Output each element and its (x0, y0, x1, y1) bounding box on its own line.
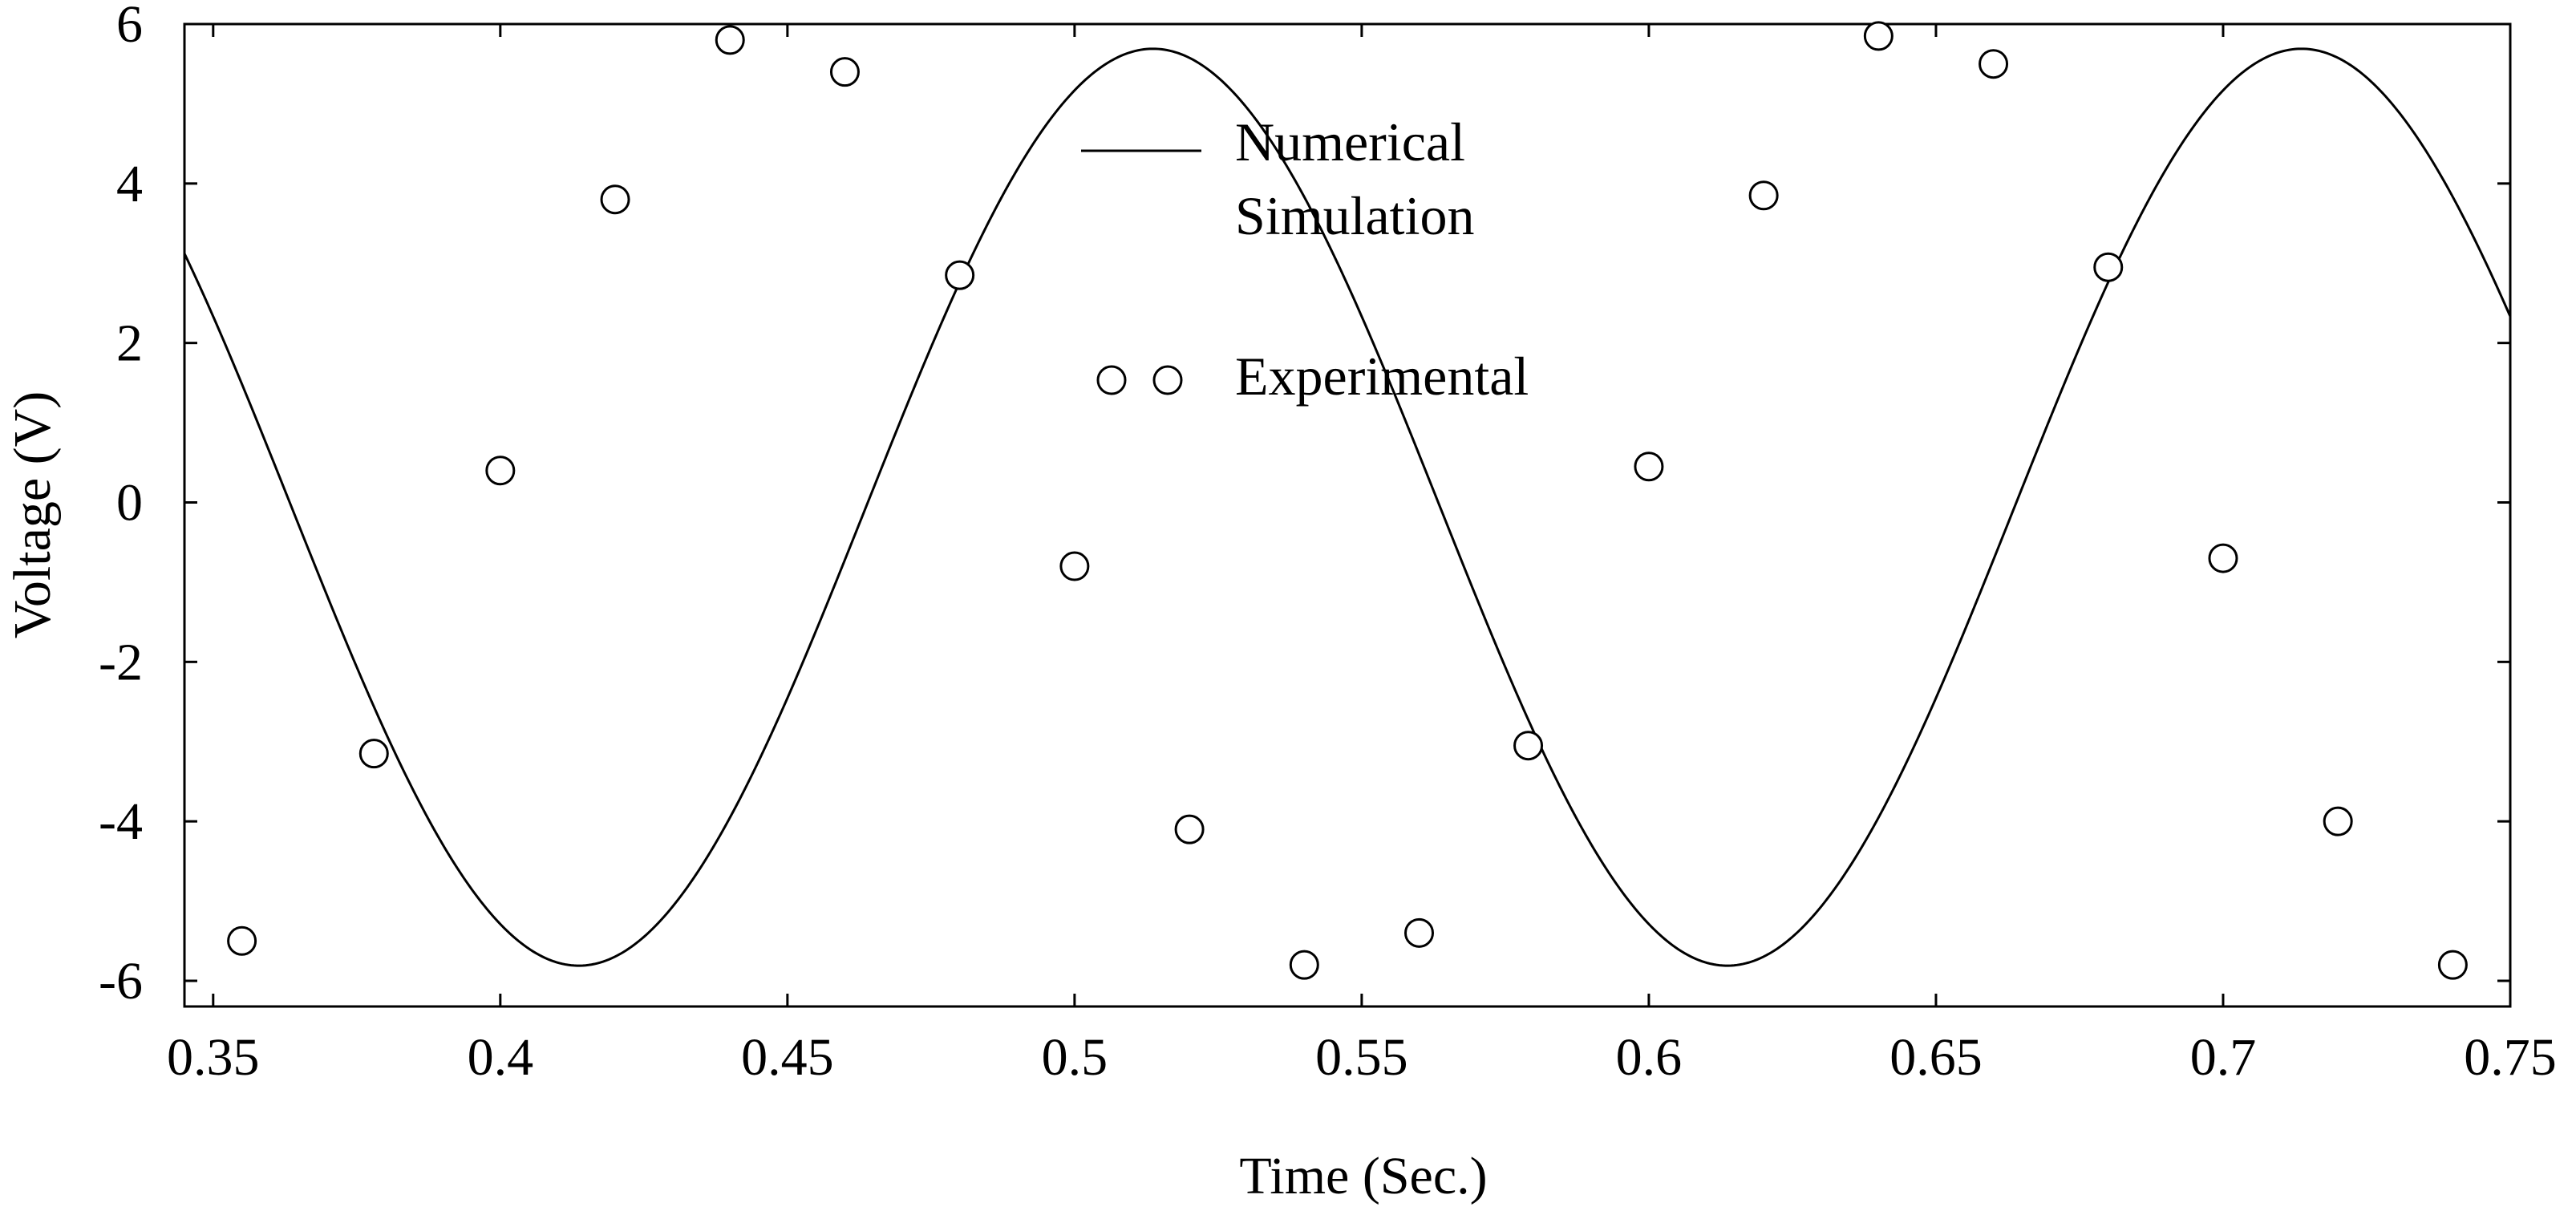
experimental-point (945, 260, 975, 290)
y-tick-label: -6 (99, 952, 143, 1010)
experimental-point (485, 456, 516, 486)
experimental-point (2208, 543, 2238, 573)
experimental-point (1513, 731, 1544, 761)
experimental-point (227, 925, 257, 956)
x-tick-label: 0.4 (468, 1028, 534, 1087)
legend-label-numerical: Numerical (1235, 111, 1465, 172)
y-tick-label: 2 (116, 314, 143, 373)
y-tick-label: -4 (99, 792, 143, 851)
experimental-point (2093, 252, 2124, 282)
legend: Numerical Simulation Experimental (1081, 111, 1529, 407)
x-tick-label: 0.55 (1315, 1028, 1408, 1087)
legend-marker-swatch (1096, 365, 1127, 395)
experimental-point (1863, 21, 1894, 51)
x-tick-label: 0.65 (1889, 1028, 1983, 1087)
legend-label-experimental: Experimental (1235, 346, 1529, 407)
experimental-point (1404, 917, 1435, 948)
y-tick-label: 4 (116, 155, 143, 213)
experimental-point (1748, 180, 1779, 211)
ticks-layer (184, 22, 2512, 1006)
x-tick-label: 0.5 (1042, 1028, 1108, 1087)
experimental-point (1979, 49, 2009, 79)
tick-labels-layer: 0.35 0.4 0.45 0.5 0.55 0.6 0.65 0.7 0.75 6 4 2 0 -2 -4… (99, 0, 2557, 1087)
experimental-point (600, 184, 630, 215)
experimental-point (1289, 950, 1319, 980)
x-axis-title: Time (Sec.) (1239, 1147, 1487, 1205)
x-tick-label: 0.35 (167, 1028, 260, 1087)
x-tick-label: 0.7 (2190, 1028, 2257, 1087)
experimental-point (829, 57, 860, 87)
experimental-point (1634, 452, 1664, 482)
y-tick-label: -2 (99, 633, 143, 691)
x-tick-label: 0.45 (741, 1028, 834, 1087)
legend-marker-swatch (1152, 365, 1183, 395)
experimental-point (2437, 950, 2468, 980)
experimental-point (2323, 806, 2353, 836)
experimental-point (715, 25, 745, 55)
experimental-point (358, 739, 389, 769)
series-layer (183, 21, 2512, 980)
y-tick-label: 6 (116, 0, 143, 54)
x-tick-label: 0.75 (2464, 1028, 2557, 1087)
x-tick-label: 0.6 (1616, 1028, 1683, 1087)
plot-frame (183, 22, 2512, 1008)
y-tick-label: 0 (116, 474, 143, 533)
numerical-simulation-line (183, 47, 2512, 967)
experimental-point (1059, 551, 1090, 581)
legend-label-simulation: Simulation (1235, 185, 1474, 246)
experimental-point (1174, 814, 1205, 844)
y-axis-title: Voltage (V) (3, 391, 62, 639)
